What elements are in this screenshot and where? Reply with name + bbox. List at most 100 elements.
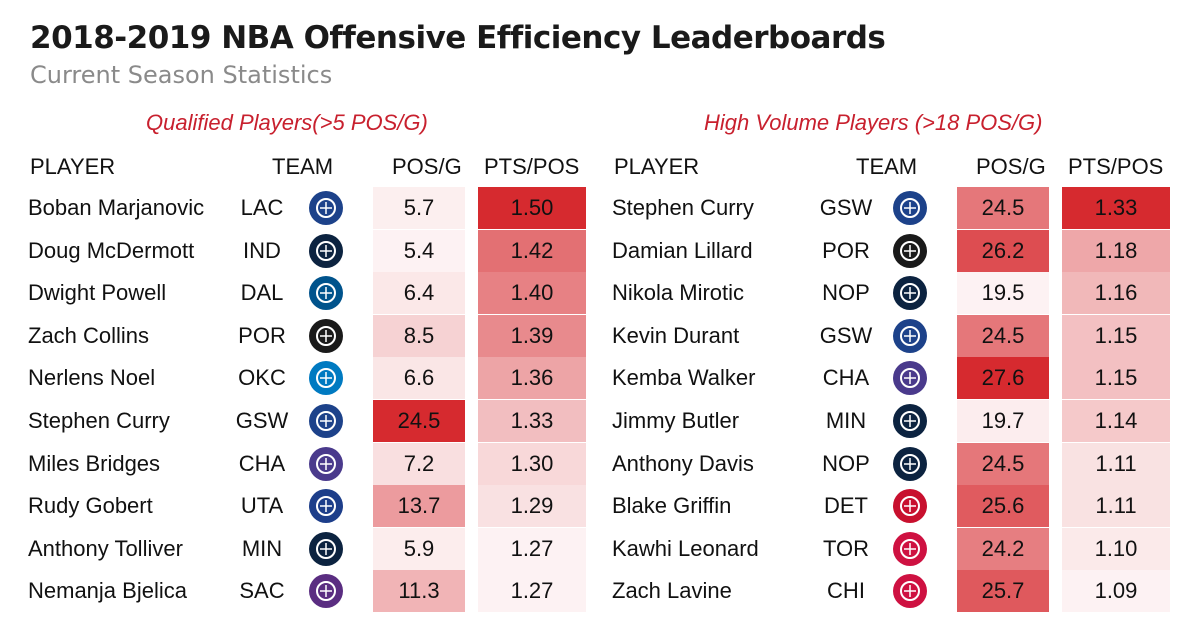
table-row: Nikola Mirotic NOP 19.5 1.16 <box>612 272 1172 315</box>
pelicans-logo <box>893 446 927 481</box>
table-row: Stephen Curry GSW 24.5 1.33 <box>28 400 588 442</box>
pts-per-pos-cell: 1.11 <box>1062 485 1170 528</box>
column-header-pos-per-game: POS/G <box>392 154 462 179</box>
warriors-logo <box>309 404 343 438</box>
pts-per-pos-cell: 1.42 <box>478 229 586 272</box>
player-name: Rudy Gobert <box>28 493 153 519</box>
team-abbreviation: MIN <box>241 535 283 561</box>
panel-heading: High Volume Players (>18 POS/G) <box>704 110 1043 135</box>
pts-per-pos-cell: 1.30 <box>478 442 586 485</box>
pts-per-pos-cell: 1.15 <box>1062 314 1170 357</box>
team-abbreviation: POR <box>822 237 870 263</box>
page-subtitle: Current Season Statistics <box>30 61 333 89</box>
column-header-pts-per-pos: PTS/POS <box>484 154 580 179</box>
player-name: Kevin Durant <box>612 322 740 348</box>
pts-per-pos-cell: 1.18 <box>1062 229 1170 272</box>
player-name: Boban Marjanovic <box>28 195 205 220</box>
pts-per-pos-cell: 1.40 <box>478 272 586 315</box>
timberwolves-logo <box>309 531 343 566</box>
pts-per-pos-cell: 1.27 <box>478 527 586 570</box>
pos-per-game-cell: 24.5 <box>373 400 465 442</box>
table-row: Anthony Davis NOP 24.5 1.11 <box>612 442 1172 485</box>
team-abbreviation: LAC <box>240 195 284 220</box>
pts-per-pos-cell: 1.39 <box>478 314 586 357</box>
pts-per-pos-cell: 1.09 <box>1062 570 1170 613</box>
player-name: Stephen Curry <box>28 408 170 433</box>
table-row: Miles Bridges CHA 7.2 1.30 <box>28 442 588 485</box>
table-row: Dwight Powell DAL 6.4 1.40 <box>28 272 588 315</box>
pos-per-game-cell: 24.5 <box>957 442 1049 485</box>
pos-per-game-cell: 6.4 <box>373 272 465 315</box>
team-abbreviation: UTA <box>240 493 284 519</box>
column-header-player: PLAYER <box>30 154 116 179</box>
player-name: Nemanja Bjelica <box>28 578 187 604</box>
pos-per-game-cell: 5.7 <box>373 187 465 229</box>
player-name: Dwight Powell <box>28 280 167 306</box>
team-abbreviation: CHA <box>822 365 870 391</box>
pos-per-game-cell: 5.4 <box>373 229 465 272</box>
team-abbreviation: DAL <box>240 280 284 306</box>
kings-logo <box>309 574 343 609</box>
team-abbreviation: TOR <box>822 535 870 561</box>
table-row: Kevin Durant GSW 24.5 1.15 <box>612 314 1172 357</box>
blazers-logo <box>309 318 343 353</box>
pts-per-pos-cell: 1.33 <box>1062 187 1170 229</box>
column-header-player: PLAYER <box>614 154 700 179</box>
table-row: Nerlens Noel OKC 6.6 1.36 <box>28 357 588 400</box>
pos-per-game-cell: 13.7 <box>373 485 465 528</box>
table-row: Zach Lavine CHI 25.7 1.09 <box>612 570 1172 613</box>
table-row: Doug McDermott IND 5.4 1.42 <box>28 229 588 272</box>
thunder-logo <box>309 361 343 396</box>
team-abbreviation: POR <box>238 322 286 348</box>
team-abbreviation: GSW <box>819 322 873 348</box>
pts-per-pos-cell: 1.29 <box>478 485 586 528</box>
team-abbreviation: DET <box>824 493 868 519</box>
pos-per-game-cell: 19.7 <box>957 400 1049 442</box>
pacers-logo <box>309 233 343 268</box>
table-row: Rudy Gobert UTA 13.7 1.29 <box>28 485 588 528</box>
pts-per-pos-cell: 1.16 <box>1062 272 1170 315</box>
player-name: Zach Collins <box>28 322 150 348</box>
timberwolves-logo <box>893 404 927 438</box>
player-name: Kawhi Leonard <box>612 535 759 561</box>
column-header-pos-per-game: POS/G <box>976 154 1046 179</box>
pos-per-game-cell: 24.5 <box>957 314 1049 357</box>
pistons-logo <box>893 489 927 524</box>
jazz-logo <box>309 489 343 524</box>
team-abbreviation: GSW <box>819 195 873 220</box>
team-abbreviation: SAC <box>239 578 285 604</box>
table-row: Stephen Curry GSW 24.5 1.33 <box>612 187 1172 229</box>
pos-per-game-cell: 26.2 <box>957 229 1049 272</box>
player-name: Zach Lavine <box>612 578 732 604</box>
player-name: Anthony Davis <box>612 450 754 476</box>
pts-per-pos-cell: 1.15 <box>1062 357 1170 400</box>
player-name: Miles Bridges <box>28 450 161 476</box>
table-row: Damian Lillard POR 26.2 1.18 <box>612 229 1172 272</box>
table-row: Blake Griffin DET 25.6 1.11 <box>612 485 1172 528</box>
pts-per-pos-cell: 1.33 <box>478 400 586 442</box>
table-row: Kemba Walker CHA 27.6 1.15 <box>612 357 1172 400</box>
team-abbreviation: CHI <box>827 578 865 604</box>
column-header-team: TEAM <box>272 154 334 179</box>
player-name: Damian Lillard <box>612 237 753 263</box>
table-row: Zach Collins POR 8.5 1.39 <box>28 314 588 357</box>
player-name: Jimmy Butler <box>612 408 740 433</box>
pts-per-pos-cell: 1.27 <box>478 570 586 613</box>
pts-per-pos-cell: 1.36 <box>478 357 586 400</box>
player-name: Anthony Tolliver <box>28 535 183 561</box>
pos-per-game-cell: 8.5 <box>373 314 465 357</box>
pos-per-game-cell: 24.2 <box>957 527 1049 570</box>
pos-per-game-cell: 24.5 <box>957 187 1049 229</box>
warriors-logo <box>893 318 927 353</box>
pos-per-game-cell: 27.6 <box>957 357 1049 400</box>
pts-per-pos-cell: 1.11 <box>1062 442 1170 485</box>
pos-per-game-cell: 25.6 <box>957 485 1049 528</box>
table-row: Anthony Tolliver MIN 5.9 1.27 <box>28 527 588 570</box>
table-row: Kawhi Leonard TOR 24.2 1.10 <box>612 527 1172 570</box>
column-header-pts-per-pos: PTS/POS <box>1068 154 1164 179</box>
pos-per-game-cell: 7.2 <box>373 442 465 485</box>
pos-per-game-cell: 5.9 <box>373 527 465 570</box>
player-name: Nerlens Noel <box>28 365 156 391</box>
mavericks-logo <box>309 276 343 311</box>
team-abbreviation: OKC <box>238 365 286 391</box>
